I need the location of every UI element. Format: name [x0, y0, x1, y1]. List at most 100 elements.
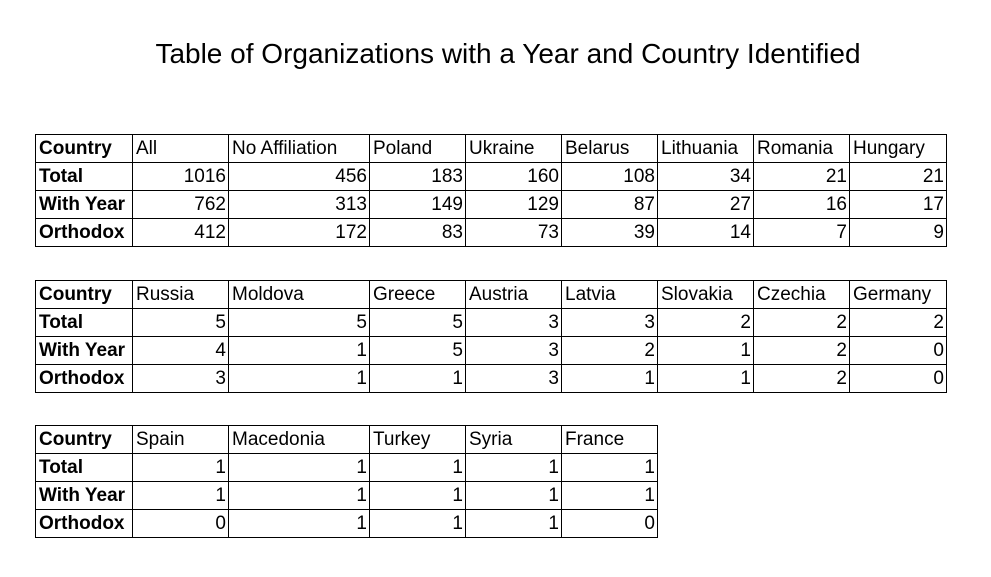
with-year-cell: 2	[561, 336, 658, 365]
country-cell: Poland	[369, 134, 466, 163]
total-row: Total 1 1 1 1 1	[35, 453, 658, 482]
country-cell: Spain	[132, 425, 229, 454]
orthodox-cell: 0	[561, 509, 658, 538]
country-cell: France	[561, 425, 658, 454]
country-table-1: Country All No Affiliation Poland Ukrain…	[35, 134, 947, 247]
country-row: Country Spain Macedonia Turkey Syria Fra…	[35, 425, 658, 454]
row-label-with-year: With Year	[35, 481, 133, 510]
with-year-cell: 313	[228, 190, 370, 219]
orthodox-cell: 1	[228, 509, 370, 538]
with-year-cell: 762	[132, 190, 229, 219]
orthodox-cell: 412	[132, 218, 229, 247]
country-cell: Syria	[465, 425, 562, 454]
with-year-row: With Year 762 313 149 129 87 27 16 17	[35, 190, 947, 219]
orthodox-cell: 1	[228, 364, 370, 393]
country-cell: Austria	[465, 280, 562, 309]
row-label-orthodox: Orthodox	[35, 218, 133, 247]
total-cell: 1016	[132, 162, 229, 191]
with-year-cell: 1	[561, 481, 658, 510]
total-cell: 183	[369, 162, 466, 191]
page-title: Table of Organizations with a Year and C…	[155, 38, 861, 69]
with-year-cell: 1	[465, 481, 562, 510]
row-label-total: Total	[35, 308, 133, 337]
with-year-cell: 3	[465, 336, 562, 365]
orthodox-cell: 3	[132, 364, 229, 393]
orthodox-cell: 1	[369, 509, 466, 538]
total-cell: 1	[369, 453, 466, 482]
total-row: Total 5 5 5 3 3 2 2 2	[35, 308, 947, 337]
with-year-cell: 129	[465, 190, 562, 219]
with-year-cell: 27	[657, 190, 754, 219]
total-cell: 1	[561, 453, 658, 482]
with-year-cell: 1	[228, 336, 370, 365]
with-year-cell: 1	[132, 481, 229, 510]
orthodox-cell: 3	[465, 364, 562, 393]
with-year-row: With Year 4 1 5 3 2 1 2 0	[35, 336, 947, 365]
country-cell: Slovakia	[657, 280, 754, 309]
country-cell: Germany	[849, 280, 947, 309]
orthodox-cell: 1	[657, 364, 754, 393]
with-year-cell: 16	[753, 190, 850, 219]
with-year-cell: 87	[561, 190, 658, 219]
country-cell: Russia	[132, 280, 229, 309]
row-label-total: Total	[35, 453, 133, 482]
country-cell: Greece	[369, 280, 466, 309]
orthodox-cell: 0	[132, 509, 229, 538]
country-cell: Czechia	[753, 280, 850, 309]
with-year-cell: 1	[228, 481, 370, 510]
row-label-country: Country	[35, 425, 133, 454]
country-cell: Turkey	[369, 425, 466, 454]
total-cell: 2	[849, 308, 947, 337]
total-cell: 5	[369, 308, 466, 337]
row-label-orthodox: Orthodox	[35, 509, 133, 538]
total-cell: 1	[465, 453, 562, 482]
with-year-cell: 17	[849, 190, 947, 219]
row-label-orthodox: Orthodox	[35, 364, 133, 393]
row-label-with-year: With Year	[35, 336, 133, 365]
with-year-cell: 1	[369, 481, 466, 510]
with-year-row: With Year 1 1 1 1 1	[35, 481, 658, 510]
total-cell: 456	[228, 162, 370, 191]
country-row: Country All No Affiliation Poland Ukrain…	[35, 134, 947, 163]
total-cell: 1	[132, 453, 229, 482]
total-cell: 2	[753, 308, 850, 337]
country-cell: Romania	[753, 134, 850, 163]
country-cell: All	[132, 134, 229, 163]
orthodox-cell: 39	[561, 218, 658, 247]
country-cell: Macedonia	[228, 425, 370, 454]
country-cell: Ukraine	[465, 134, 562, 163]
orthodox-cell: 9	[849, 218, 947, 247]
total-row: Total 1016 456 183 160 108 34 21 21	[35, 162, 947, 191]
row-label-with-year: With Year	[35, 190, 133, 219]
country-cell: Moldova	[228, 280, 370, 309]
row-label-country: Country	[35, 134, 133, 163]
country-table-2: Country Russia Moldova Greece Austria La…	[35, 280, 947, 393]
orthodox-row: Orthodox 412 172 83 73 39 14 7 9	[35, 218, 947, 247]
orthodox-cell: 83	[369, 218, 466, 247]
with-year-cell: 5	[369, 336, 466, 365]
with-year-cell: 1	[657, 336, 754, 365]
orthodox-row: Orthodox 0 1 1 1 0	[35, 509, 658, 538]
total-cell: 108	[561, 162, 658, 191]
orthodox-cell: 172	[228, 218, 370, 247]
orthodox-cell: 7	[753, 218, 850, 247]
orthodox-cell: 1	[465, 509, 562, 538]
orthodox-cell: 2	[753, 364, 850, 393]
total-cell: 21	[753, 162, 850, 191]
total-cell: 3	[561, 308, 658, 337]
total-cell: 160	[465, 162, 562, 191]
total-cell: 34	[657, 162, 754, 191]
total-cell: 2	[657, 308, 754, 337]
country-cell: No Affiliation	[228, 134, 370, 163]
row-label-country: Country	[35, 280, 133, 309]
orthodox-cell: 73	[465, 218, 562, 247]
orthodox-cell: 1	[561, 364, 658, 393]
total-cell: 3	[465, 308, 562, 337]
with-year-cell: 0	[849, 336, 947, 365]
with-year-cell: 149	[369, 190, 466, 219]
country-cell: Belarus	[561, 134, 658, 163]
with-year-cell: 2	[753, 336, 850, 365]
orthodox-row: Orthodox 3 1 1 3 1 1 2 0	[35, 364, 947, 393]
total-cell: 1	[228, 453, 370, 482]
country-table-3: Country Spain Macedonia Turkey Syria Fra…	[35, 425, 658, 538]
